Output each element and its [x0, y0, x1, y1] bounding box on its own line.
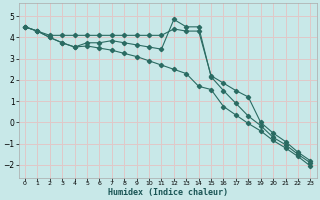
X-axis label: Humidex (Indice chaleur): Humidex (Indice chaleur): [108, 188, 228, 197]
